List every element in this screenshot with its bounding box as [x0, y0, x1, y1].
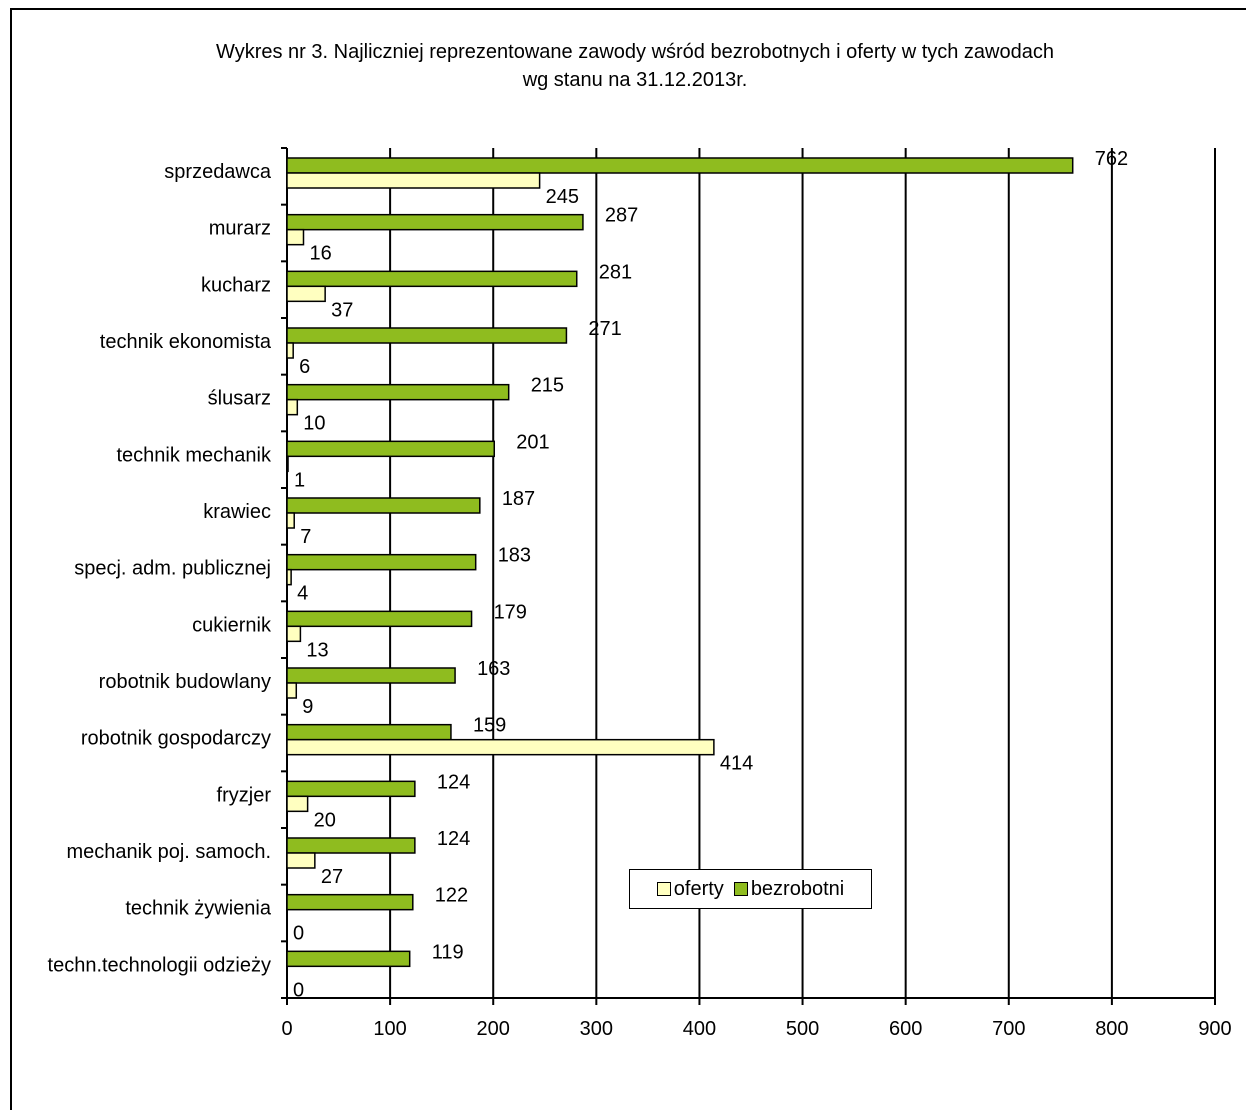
value-label-bezrobotni-cat-4: 215: [531, 375, 564, 397]
category-label-cat-1: murarz: [209, 218, 271, 240]
x-tick-label-500: 500: [786, 1018, 819, 1040]
x-tick-label-900: 900: [1198, 1018, 1231, 1040]
value-label-bezrobotni-cat-3: 271: [588, 318, 621, 340]
chart-title-line1: Wykres nr 3. Najliczniej reprezentowane …: [216, 41, 1054, 63]
bar-bezrobotni-cat-7: [286, 553, 477, 571]
bar-bezrobotni-cat-4: [286, 383, 510, 401]
category-label-cat-9: robotnik budowlany: [99, 671, 271, 693]
bar-bezrobotni-cat-11: [286, 780, 416, 798]
value-label-bezrobotni-cat-14: 119: [432, 941, 464, 963]
category-label-cat-5: technik mechanik: [116, 444, 272, 466]
bar-bezrobotni-cat-10: [286, 723, 452, 741]
bar-bezrobotni-cat-8: [286, 610, 473, 628]
category-label-cat-13: technik żywienia: [125, 898, 272, 920]
category-label-cat-7: specj. adm. publicznej: [74, 558, 271, 580]
bar-bezrobotni-cat-6: [286, 497, 481, 514]
bar-oferty-cat-3: [286, 342, 294, 359]
legend: oferty bezrobotni: [629, 869, 872, 909]
chart-frame: [10, 8, 1246, 1110]
value-label-bezrobotni-cat-11: 124: [437, 771, 470, 793]
legend-label-bezrobotni: bezrobotni: [750, 877, 845, 900]
bar-oferty-cat-7: [286, 568, 292, 586]
category-label-cat-14: techn.technologii odzieży: [48, 954, 271, 976]
bar-bezrobotni-cat-3: [286, 327, 568, 344]
value-label-bezrobotni-cat-13: 122: [435, 885, 468, 907]
value-label-oferty-cat-3: 6: [299, 356, 310, 378]
x-tick-label-700: 700: [992, 1018, 1025, 1040]
category-label-cat-2: kucharz: [201, 274, 271, 296]
value-label-bezrobotni-cat-9: 163: [477, 658, 510, 680]
value-label-oferty-cat-2: 37: [331, 299, 353, 321]
bar-bezrobotni-cat-12: [286, 837, 416, 854]
bar-oferty-cat-2: [286, 285, 326, 303]
x-tick-label-300: 300: [580, 1018, 613, 1040]
x-tick-label-0: 0: [281, 1018, 292, 1040]
category-label-cat-10: robotnik gospodarczy: [81, 728, 271, 750]
value-label-bezrobotni-cat-2: 281: [599, 261, 632, 283]
category-label-cat-3: technik ekonomista: [100, 331, 272, 353]
x-tick-label-800: 800: [1095, 1018, 1128, 1040]
value-label-oferty-cat-1: 16: [309, 243, 331, 265]
value-label-oferty-cat-11: 20: [314, 809, 336, 831]
bar-bezrobotni-cat-2: [286, 270, 578, 288]
legend-item-oferty: oferty: [656, 877, 724, 901]
bar-oferty-cat-9: [286, 682, 298, 699]
bar-oferty-cat-0: [286, 172, 541, 189]
category-label-cat-8: cukiernik: [192, 614, 272, 636]
value-label-oferty-cat-0: 245: [546, 186, 579, 208]
value-label-oferty-cat-5: 1: [294, 469, 305, 491]
category-label-cat-12: mechanik poj. samoch.: [66, 841, 271, 863]
value-label-oferty-cat-8: 13: [306, 639, 328, 661]
x-tick-label-400: 400: [683, 1018, 716, 1040]
value-label-oferty-cat-12: 27: [321, 866, 343, 888]
category-label-cat-0: sprzedawca: [164, 161, 272, 183]
bar-bezrobotni-cat-5: [286, 440, 496, 458]
bar-oferty-cat-11: [286, 795, 309, 813]
x-tick-label-200: 200: [477, 1018, 510, 1040]
legend-item-bezrobotni: bezrobotni: [733, 877, 845, 901]
bar-oferty-cat-8: [286, 625, 302, 643]
value-label-oferty-cat-10: 414: [720, 753, 753, 775]
bar-oferty-cat-4: [286, 398, 299, 416]
legend-label-oferty: oferty: [673, 877, 724, 900]
value-label-bezrobotni-cat-7: 183: [498, 545, 531, 567]
bar-oferty-cat-10: [286, 738, 715, 756]
bar-bezrobotni-cat-13: [286, 893, 414, 911]
value-label-bezrobotni-cat-0: 762: [1095, 148, 1128, 170]
value-label-bezrobotni-cat-1: 287: [605, 205, 638, 227]
value-label-oferty-cat-13: 0: [293, 923, 304, 945]
value-label-oferty-cat-4: 10: [303, 413, 325, 435]
category-label-cat-6: krawiec: [203, 501, 271, 523]
legend-swatch-bezrobotni: [733, 882, 748, 896]
bar-bezrobotni-cat-14: [286, 950, 411, 968]
value-label-oferty-cat-7: 4: [297, 583, 308, 605]
bar-oferty-cat-12: [286, 852, 316, 869]
value-label-oferty-cat-14: 0: [293, 979, 304, 1001]
bar-bezrobotni-cat-1: [286, 213, 584, 231]
chart-subtitle: wg stanu na 31.12.2013r.: [522, 69, 748, 91]
x-tick-label-600: 600: [889, 1018, 922, 1040]
value-label-bezrobotni-cat-5: 201: [516, 431, 549, 453]
bar-oferty-cat-1: [286, 228, 305, 246]
category-label-cat-11: fryzjer: [217, 784, 272, 806]
value-label-bezrobotni-cat-10: 159: [473, 715, 506, 737]
x-tick-label-100: 100: [373, 1018, 406, 1040]
value-label-bezrobotni-cat-8: 179: [494, 601, 527, 623]
bar-oferty-cat-5: [286, 455, 289, 473]
value-label-oferty-cat-6: 7: [300, 526, 311, 548]
bar-oferty-cat-6: [286, 512, 295, 529]
bar-bezrobotni-cat-0: [286, 157, 1074, 174]
category-label-cat-4: ślusarz: [208, 388, 271, 410]
value-label-bezrobotni-cat-12: 124: [437, 828, 470, 850]
legend-swatch-oferty: [656, 882, 671, 896]
value-label-oferty-cat-9: 9: [302, 696, 313, 718]
bar-bezrobotni-cat-9: [286, 667, 456, 684]
value-label-bezrobotni-cat-6: 187: [502, 488, 535, 510]
chart-title: Wykres nr 3. Najliczniej reprezentowane …: [0, 38, 1246, 94]
